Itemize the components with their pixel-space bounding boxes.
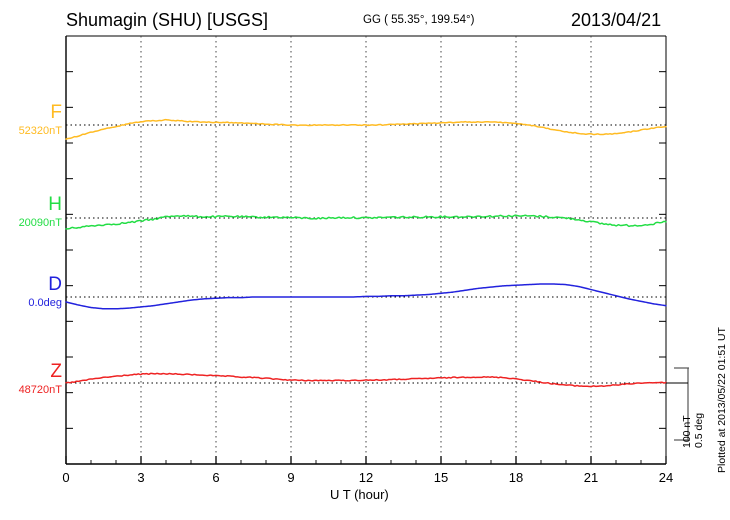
xtick-label: 6 — [212, 470, 220, 485]
component-label-f: F 52320nT — [0, 103, 62, 137]
component-baseline-f: 52320nT — [18, 125, 62, 137]
xtick-label: 3 — [137, 470, 145, 485]
trace-D — [65, 283, 667, 310]
component-baseline-d: 0.0deg — [28, 297, 62, 309]
component-label-d: D 0.0deg — [0, 275, 62, 309]
trace-H — [65, 214, 667, 230]
xtick-label: 18 — [508, 470, 524, 485]
component-letter-f: F — [50, 102, 62, 123]
xtick-label: 9 — [287, 470, 295, 485]
component-letter-d: D — [48, 274, 62, 295]
scale-label-nt: 100 nT — [681, 415, 693, 448]
xtick-label: 24 — [658, 470, 674, 485]
component-label-h: H 20090nT — [0, 195, 62, 229]
plotted-at-label: Plotted at 2013/05/22 01:51 UT — [716, 327, 728, 473]
scale-label-deg: 0.5 deg — [693, 412, 705, 448]
station-title: Shumagin (SHU) [USGS] — [66, 10, 269, 30]
xtick-label: 15 — [433, 470, 449, 485]
observation-date: 2013/04/21 — [571, 10, 662, 30]
xaxis-title: U T (hour) — [330, 487, 389, 502]
geographic-coordinates: GG ( 55.35°, 199.54°) — [363, 14, 475, 26]
xtick-label: 12 — [358, 470, 374, 485]
component-baseline-z: 48720nT — [18, 384, 62, 396]
component-baseline-h: 20090nT — [18, 217, 62, 229]
component-label-z: Z 48720nT — [0, 362, 62, 396]
trace-Z — [65, 372, 667, 388]
xtick-label: 0 — [62, 470, 70, 485]
xtick-label: 21 — [583, 470, 599, 485]
component-letter-h: H — [48, 194, 62, 215]
component-letter-z: Z — [50, 361, 62, 382]
trace-F — [65, 118, 667, 140]
